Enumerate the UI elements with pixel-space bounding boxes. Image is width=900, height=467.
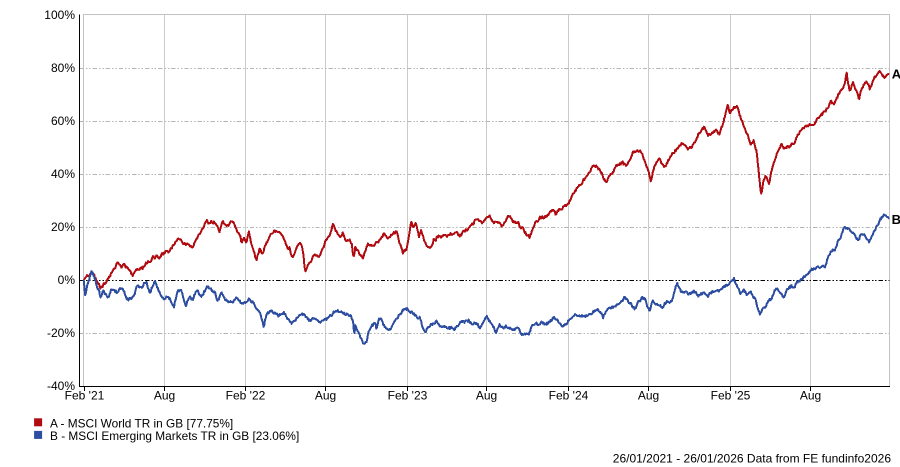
svg-text:Aug: Aug xyxy=(315,389,336,403)
svg-text:26/01/2021 - 26/01/2026 Data f: 26/01/2021 - 26/01/2026 Data from FE fun… xyxy=(613,451,892,465)
svg-text:Aug: Aug xyxy=(476,389,497,403)
svg-text:B - MSCI Emerging Markets TR i: B - MSCI Emerging Markets TR in GB [23.0… xyxy=(50,429,299,443)
svg-text:80%: 80% xyxy=(51,61,75,75)
svg-text:Aug: Aug xyxy=(154,389,175,403)
svg-text:Feb '24: Feb '24 xyxy=(549,389,589,403)
svg-text:-40%: -40% xyxy=(47,379,75,393)
svg-text:40%: 40% xyxy=(51,167,75,181)
svg-text:Aug: Aug xyxy=(800,389,821,403)
svg-text:B: B xyxy=(892,212,900,227)
svg-text:100%: 100% xyxy=(44,8,75,22)
svg-text:Feb '23: Feb '23 xyxy=(388,389,428,403)
svg-text:20%: 20% xyxy=(51,220,75,234)
svg-text:A: A xyxy=(892,66,900,81)
svg-text:Feb '21: Feb '21 xyxy=(65,389,105,403)
svg-text:A - MSCI World TR in GB [77.75: A - MSCI World TR in GB [77.75%] xyxy=(50,417,233,431)
svg-text:Feb '22: Feb '22 xyxy=(226,389,266,403)
svg-text:0%: 0% xyxy=(58,273,76,287)
svg-text:-20%: -20% xyxy=(47,326,75,340)
svg-text:Feb '25: Feb '25 xyxy=(711,389,751,403)
svg-text:Aug: Aug xyxy=(638,389,659,403)
svg-text:60%: 60% xyxy=(51,114,75,128)
